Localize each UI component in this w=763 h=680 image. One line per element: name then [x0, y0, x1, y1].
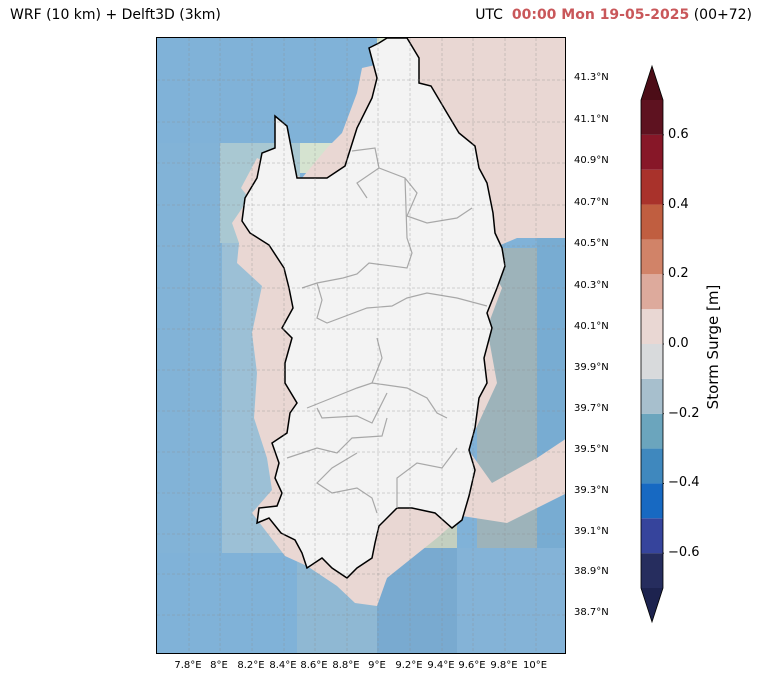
lon-tick-label: 9.4°E	[427, 660, 455, 671]
utc-label: UTC	[475, 7, 503, 23]
lon-tick-label: 8.6°E	[300, 660, 328, 671]
lat-tick-label: 40.3°N	[574, 280, 609, 291]
colorbar-bin	[641, 413, 663, 449]
colorbar-bin	[641, 134, 663, 170]
forecast-time: UTC 00:00 Mon 19-05-2025 (00+72)	[475, 7, 752, 23]
surge-tile	[157, 38, 377, 143]
lead-time: (00+72)	[693, 7, 752, 23]
lat-tick-label: 40.1°N	[574, 321, 609, 332]
lat-tick-label: 39.9°N	[574, 362, 609, 373]
lon-tick-label: 9.6°E	[458, 660, 486, 671]
colorbar	[640, 64, 664, 624]
surge-tile	[457, 548, 565, 653]
map-panel	[156, 37, 566, 654]
lat-tick-label: 38.7°N	[574, 607, 609, 618]
colorbar-label: Storm Surge [m]	[704, 284, 722, 410]
lon-tick-label: 9.2°E	[395, 660, 423, 671]
lat-tick-label: 40.5°N	[574, 238, 609, 249]
colorbar-bin	[641, 169, 663, 205]
valid-datetime: 00:00 Mon 19-05-2025	[511, 7, 690, 23]
colorbar-bin	[641, 378, 663, 414]
lat-tick-label: 38.9°N	[574, 566, 609, 577]
colorbar-tick-label: 0.0	[668, 336, 689, 351]
lat-tick-label: 40.9°N	[574, 155, 609, 166]
colorbar-bin	[641, 239, 663, 275]
lon-tick-label: 8.4°E	[269, 660, 297, 671]
colorbar-bin	[641, 483, 663, 519]
colorbar-bin	[641, 448, 663, 484]
colorbar-extend-low	[641, 588, 663, 622]
colorbar-tick-label: 0.2	[668, 266, 689, 282]
lon-tick-label: 8°E	[210, 660, 228, 671]
colorbar-tick-label: −0.2	[668, 405, 700, 421]
colorbar-tick-label: 0.4	[668, 196, 689, 212]
lat-tick-label: 40.7°N	[574, 197, 609, 208]
colorbar-outline	[640, 64, 664, 624]
storm-surge-map	[157, 38, 565, 653]
colorbar-bin	[641, 100, 663, 135]
lon-tick-label: 8.2°E	[237, 660, 265, 671]
colorbar-bin	[641, 553, 663, 588]
lon-tick-label: 7.8°E	[174, 660, 202, 671]
colorbar-bin	[641, 204, 663, 240]
lat-tick-label: 39.1°N	[574, 526, 609, 537]
colorbar-bin	[641, 274, 663, 310]
graticule	[157, 38, 565, 653]
lon-tick-label: 9°E	[368, 660, 386, 671]
lat-tick-label: 41.3°N	[574, 72, 609, 83]
colorbar-tick-label: −0.6	[668, 545, 700, 561]
lat-tick-label: 39.3°N	[574, 485, 609, 496]
map-title: WRF (10 km) + Delft3D (3km)	[10, 7, 221, 23]
lat-tick-label: 39.7°N	[574, 403, 609, 414]
surge-tile	[157, 143, 222, 553]
colorbar-bin	[641, 344, 663, 379]
colorbar-tick-label: −0.4	[668, 475, 700, 491]
colorbar-bin	[641, 309, 663, 344]
lat-tick-label: 41.1°N	[574, 114, 609, 125]
lon-tick-label: 9.8°E	[490, 660, 518, 671]
colorbar-bin	[641, 518, 663, 554]
surge-tile	[157, 553, 297, 653]
colorbar-tick-label: 0.6	[668, 126, 689, 142]
lat-tick-label: 39.5°N	[574, 444, 609, 455]
lon-tick-label: 8.8°E	[332, 660, 360, 671]
colorbar-extend-high	[641, 66, 663, 100]
lon-tick-label: 10°E	[522, 660, 548, 671]
surge-tile	[537, 238, 565, 558]
